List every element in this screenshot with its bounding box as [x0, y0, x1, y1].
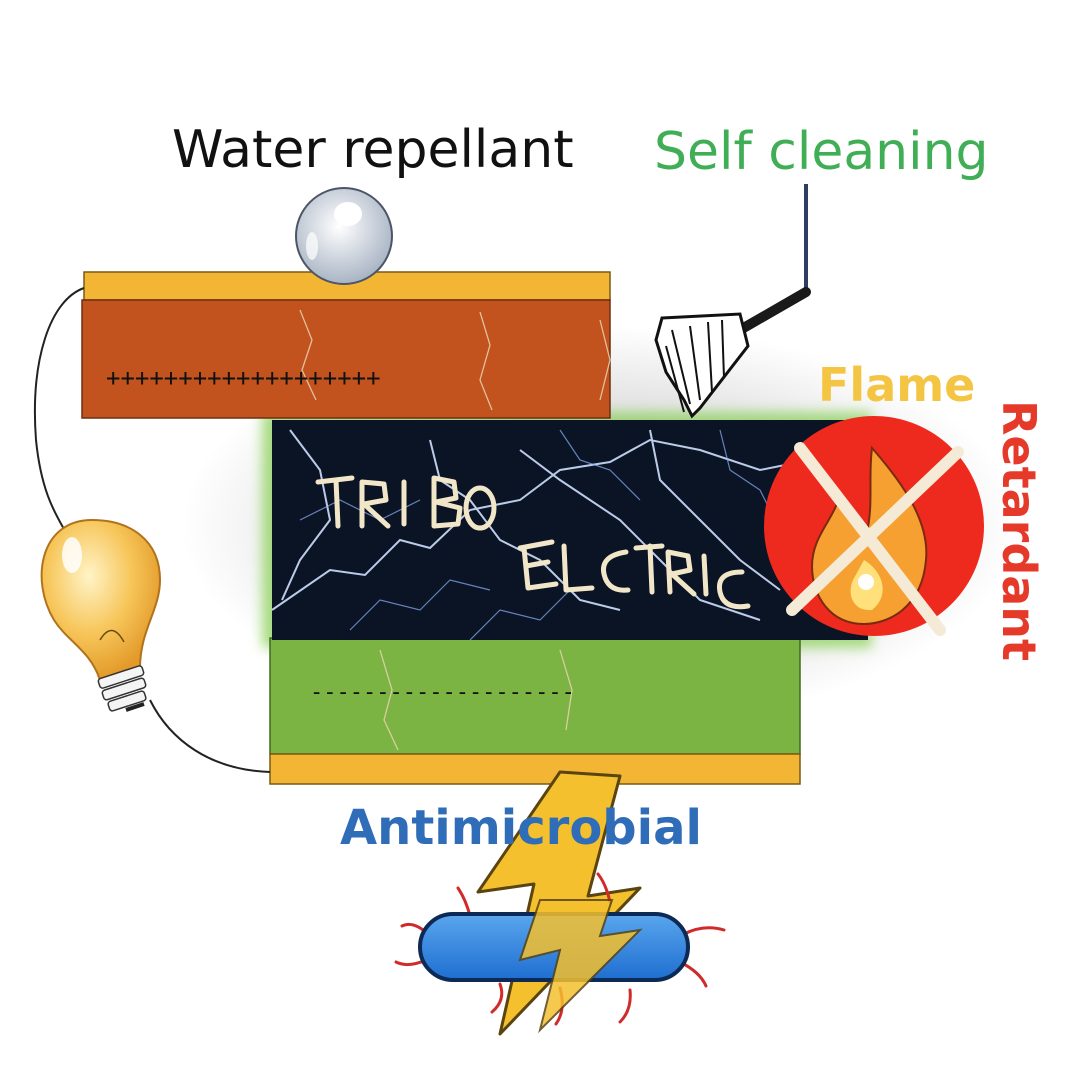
no-fire-icon	[764, 416, 984, 636]
positive-charge-signs: +++++++++++++++++++	[106, 364, 381, 392]
retardant-label: Retardant	[992, 400, 1046, 662]
light-bulb-icon	[40, 518, 162, 712]
circuit-wire	[33, 287, 85, 541]
broom-icon	[654, 184, 811, 419]
antimicrobial-label: Antimicrobial	[340, 800, 702, 856]
water-droplet-icon	[295, 187, 393, 285]
self-cleaning-label: Self cleaning	[654, 122, 989, 182]
flame-label: Flame	[818, 358, 976, 412]
top-triboelectric-layer	[81, 299, 611, 419]
bacterium-icon	[394, 872, 726, 1034]
layer-sparks	[299, 309, 611, 751]
triboelectric-logo	[315, 475, 751, 610]
circuit-wire-lower	[149, 699, 271, 773]
bottom-electrode	[269, 753, 801, 785]
water-repellant-label: Water repellant	[172, 120, 574, 180]
negative-charge-signs: --------------------	[310, 680, 575, 705]
